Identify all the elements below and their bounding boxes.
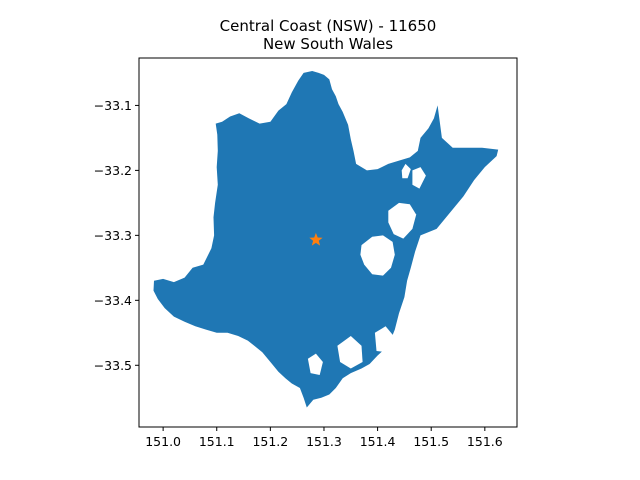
water-body-3 <box>412 167 426 189</box>
y-axis: −33.1 −33.2 −33.3 −33.4 −33.5 <box>94 98 139 373</box>
y-tick-label: −33.4 <box>94 293 132 308</box>
water-body-1 <box>360 235 395 276</box>
x-axis: 151.0 151.1 151.2 151.3 151.4 151.5 151.6 <box>145 427 503 449</box>
water-body-6 <box>337 336 363 369</box>
x-tick-label: 151.0 <box>145 434 181 449</box>
x-tick-label: 151.4 <box>360 434 396 449</box>
x-tick-label: 151.3 <box>306 434 342 449</box>
map-title-line-2: New South Wales <box>263 35 393 53</box>
x-tick-label: 151.1 <box>199 434 235 449</box>
water-body-7 <box>307 353 323 375</box>
region-layer <box>153 71 499 408</box>
region-boundary <box>153 71 499 408</box>
water-body-4 <box>401 163 411 179</box>
plot-area: 151.0 151.1 151.2 151.3 151.4 151.5 151.6 −33.… <box>94 57 518 449</box>
x-tick-label: 151.5 <box>413 434 449 449</box>
x-tick-label: 151.2 <box>252 434 288 449</box>
map-title-line-1: Central Coast (NSW) - 11650 <box>220 17 437 35</box>
x-tick-label: 151.6 <box>467 434 503 449</box>
water-body-2 <box>388 202 417 239</box>
water-body-5 <box>374 326 394 353</box>
axes-frame <box>138 57 518 428</box>
y-tick-label: −33.2 <box>94 163 132 178</box>
centroid-star-marker <box>309 232 323 246</box>
y-tick-label: −33.5 <box>94 358 132 373</box>
y-tick-label: −33.1 <box>94 98 132 113</box>
marker-layer <box>309 232 323 246</box>
y-tick-label: −33.3 <box>94 228 132 243</box>
